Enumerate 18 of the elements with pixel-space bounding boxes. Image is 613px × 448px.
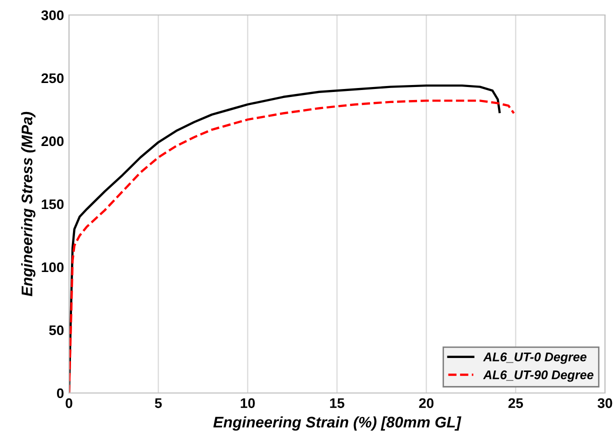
x-tick-label: 10 xyxy=(240,398,255,408)
legend-label: AL6_UT-0 Degree xyxy=(483,352,586,364)
x-tick-label: 20 xyxy=(419,398,434,408)
x-tick-label: 25 xyxy=(508,398,524,408)
x-tick-label: 5 xyxy=(154,398,162,408)
y-tick-label: 250 xyxy=(41,73,64,84)
y-tick-label: 100 xyxy=(42,262,64,272)
x-tick-label: 30 xyxy=(598,398,612,408)
y-tick-label: 150 xyxy=(42,199,64,210)
legend-label: AL6_UT-90 Degree xyxy=(483,370,594,382)
y-tick-label: 300 xyxy=(41,10,64,20)
x-tick-label: 15 xyxy=(330,398,344,408)
y-tick-label: 50 xyxy=(49,325,64,336)
x-tick-label: 0 xyxy=(66,398,72,408)
x-axis-title: Engineering Strain (%) [80mm GL] xyxy=(213,416,462,431)
y-tick-label: 0 xyxy=(56,388,64,398)
y-tick-label: 200 xyxy=(41,136,64,146)
y-axis-title: Engineering Stress (MPa) xyxy=(21,112,36,296)
